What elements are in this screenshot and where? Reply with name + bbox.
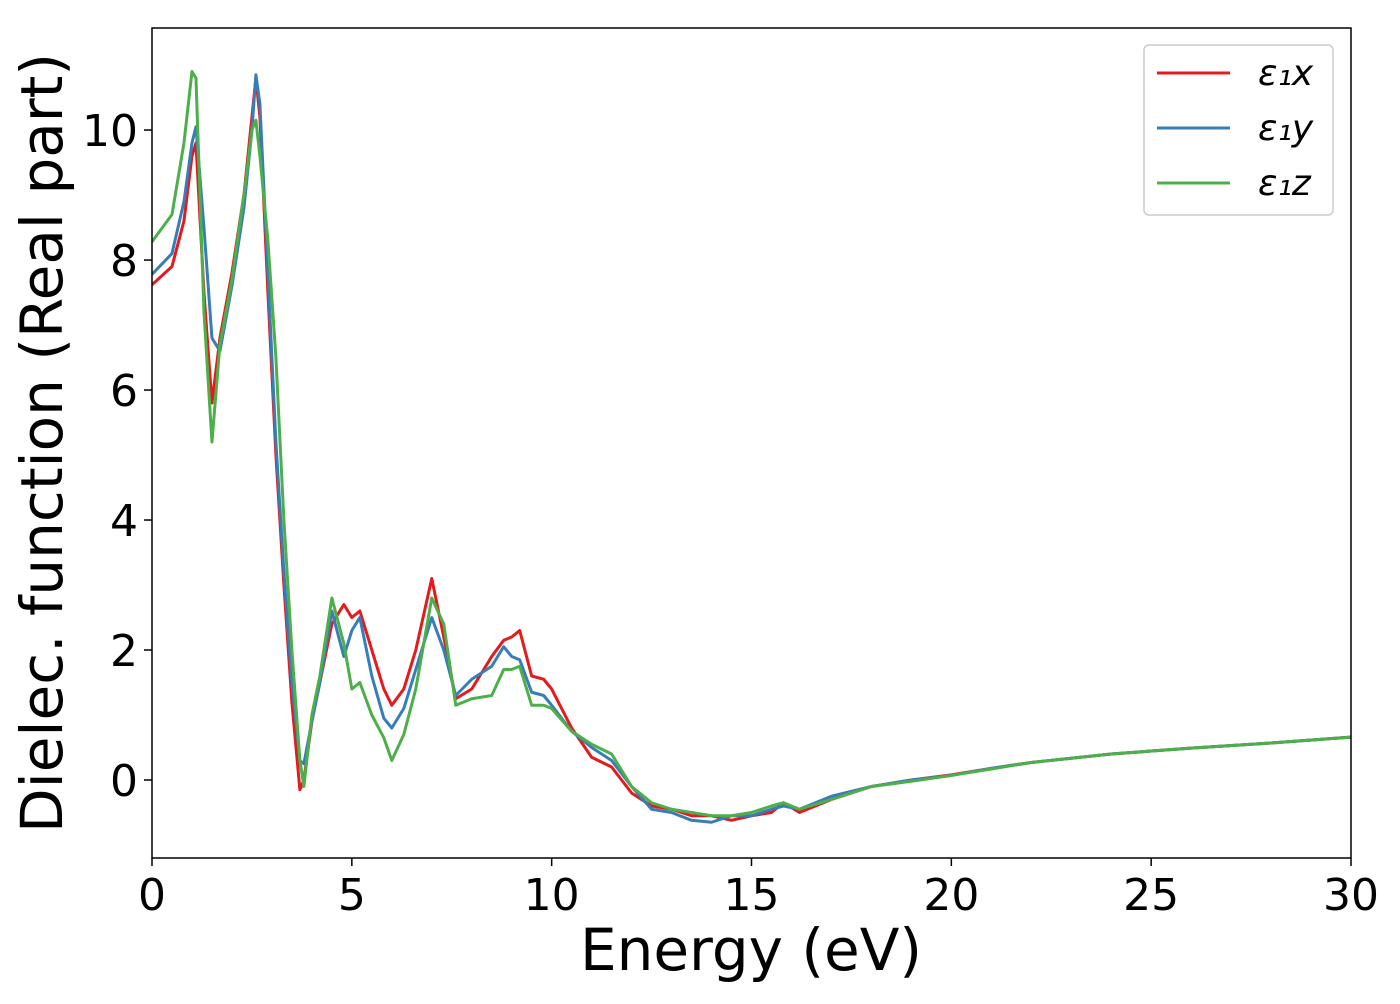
y-tick-label: 6 [110, 366, 138, 417]
y-tick-label: 4 [110, 496, 138, 547]
y-tick-label: 8 [110, 236, 138, 287]
legend-box [1143, 44, 1334, 216]
legend-label: ε₁x [1258, 53, 1314, 94]
x-tick-label: 20 [923, 870, 979, 921]
y-tick-label: 0 [110, 756, 138, 807]
x-tick-label: 25 [1123, 870, 1179, 921]
x-tick-label: 5 [338, 870, 366, 921]
x-tick-label: 10 [524, 870, 580, 921]
y-tick-label: 2 [110, 626, 138, 677]
x-tick-label: 15 [724, 870, 780, 921]
legend-label: ε₁z [1258, 163, 1312, 204]
x-tick-label: 30 [1323, 870, 1379, 921]
plot-frame [151, 27, 1352, 859]
x-tick-label: 0 [138, 870, 166, 921]
series-line [152, 70, 1351, 818]
y-axis-label: Dielec. function (Real part) [8, 53, 76, 833]
x-axis-label: Energy (eV) [580, 916, 922, 984]
legend-label: ε₁y [1258, 108, 1314, 149]
y-tick-label: 10 [82, 106, 138, 157]
